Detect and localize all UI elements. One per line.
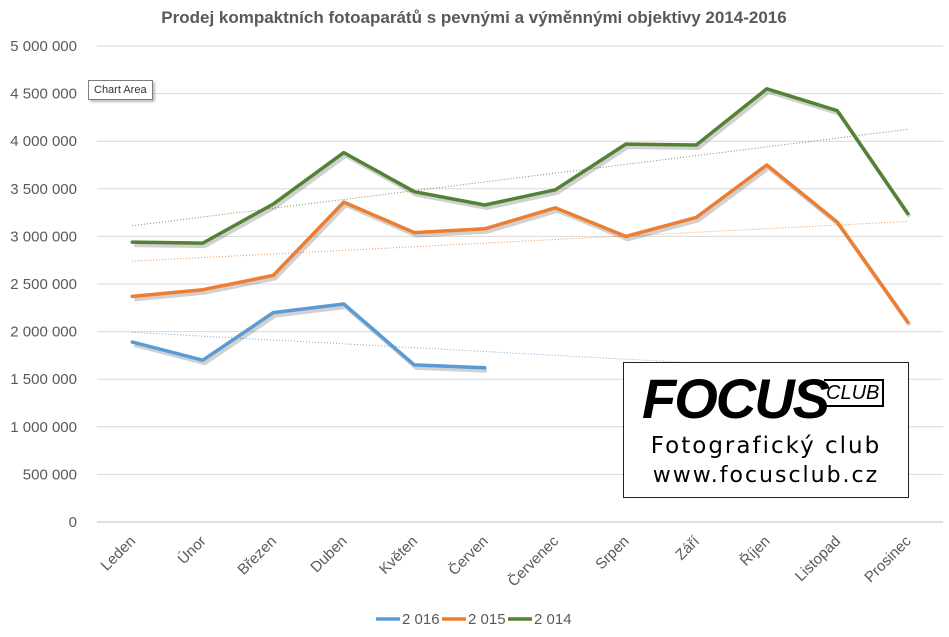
logo-club-tag: CLUB <box>824 379 884 407</box>
logo-brand: FOCUS <box>642 367 830 430</box>
focus-club-logo: FOCUS CLUB Fotografický club www.focuscl… <box>623 362 909 498</box>
chart-title: Prodej kompaktních fotoaparátů s pevnými… <box>161 8 786 27</box>
x-tick-label: Březen <box>234 533 280 579</box>
y-tick-label: 1 500 000 <box>10 371 77 388</box>
x-tick-label: Únor <box>175 533 210 568</box>
y-tick-label: 500 000 <box>23 466 77 483</box>
series-shadow <box>133 305 487 373</box>
series-line <box>130 87 910 245</box>
y-axis: 0 500 000 1 000 000 1 500 000 2 000 000 2 500… <box>10 38 77 531</box>
x-tick-label: Říjen <box>737 533 774 570</box>
y-tick-label: 4 500 000 <box>10 86 77 103</box>
series-shadow <box>134 89 912 249</box>
legend-label: 2 015 <box>468 611 506 628</box>
series-line <box>130 302 487 370</box>
y-tick-label: 0 <box>69 514 77 531</box>
x-tick-label: Prosinec <box>861 532 915 586</box>
x-tick-label: Květen <box>376 533 421 578</box>
x-tick-label: Srpen <box>592 533 632 573</box>
y-tick-label: 1 000 000 <box>10 419 77 436</box>
y-tick-label: 2 500 000 <box>10 276 77 293</box>
y-tick-label: 2 000 000 <box>10 324 77 341</box>
x-tick-label: Duben <box>307 533 350 576</box>
x-tick-label: Červen <box>445 533 491 579</box>
legend-label: 2 014 <box>534 611 572 628</box>
x-tick-label: Leden <box>98 533 140 575</box>
x-axis: Leden Únor Březen Duben Květen Červen Červenec… <box>98 532 915 590</box>
legend: 2 016 2 015 2 014 <box>376 611 572 628</box>
chart-area-tooltip: Chart Area <box>88 80 153 100</box>
x-tick-label: Červenec <box>505 532 563 590</box>
x-tick-label: Září <box>672 532 703 563</box>
y-tick-label: 3 000 000 <box>10 228 77 245</box>
y-tick-label: 3 500 000 <box>10 181 77 198</box>
trendlines <box>132 128 908 364</box>
series-shadow <box>134 166 912 327</box>
logo-website: www.focusclub.cz <box>652 463 880 488</box>
trendline <box>132 331 697 364</box>
y-tick-label: 4 000 000 <box>10 133 77 150</box>
series-line <box>130 163 910 324</box>
y-tick-label: 5 000 000 <box>10 38 77 55</box>
series-lines <box>130 87 912 373</box>
trendline <box>132 220 908 262</box>
logo-tagline: Fotografický club <box>650 433 882 459</box>
x-tick-label: Listopad <box>792 533 844 585</box>
legend-label: 2 016 <box>402 611 440 628</box>
trendline <box>132 128 908 227</box>
